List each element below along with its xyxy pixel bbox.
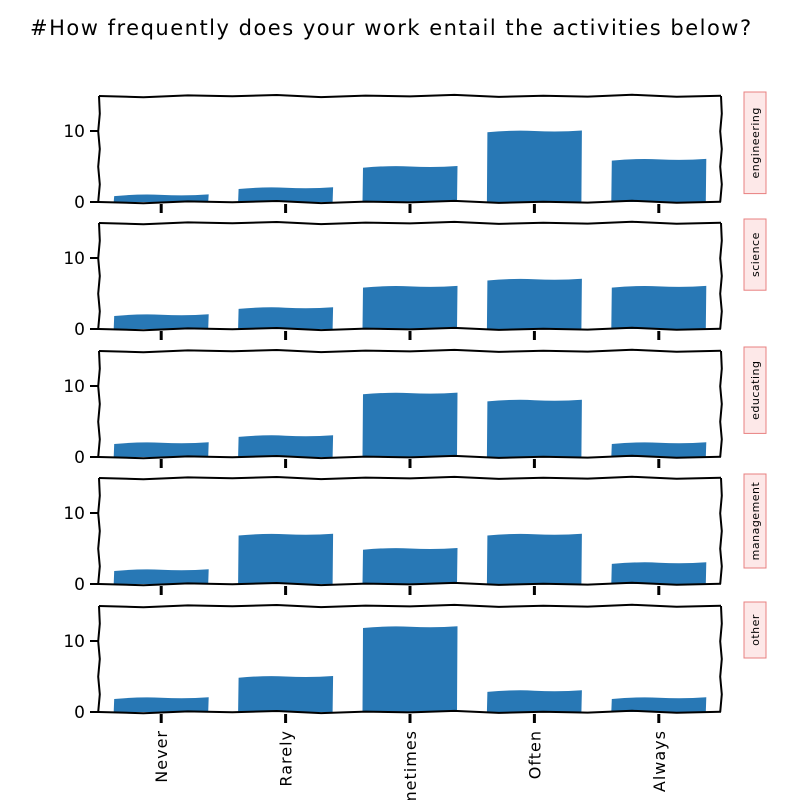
bar-science-sometimes [362, 285, 458, 329]
y-tick-label: 0 [74, 193, 85, 213]
x-tick-label-rarely: Rarely [277, 730, 296, 787]
bar-science-often [486, 278, 582, 329]
panel-right-border [719, 222, 723, 330]
facet-panel-science: 0 10 science [63, 218, 767, 340]
facet-label-management: management [749, 481, 762, 560]
panel-top-border [98, 348, 722, 354]
panel-left-border [97, 222, 101, 330]
facet-label-box [743, 346, 767, 434]
x-tick-label-sometimes: Sometimes [401, 730, 420, 800]
panel-left-border [97, 605, 101, 713]
facet-label-box [743, 218, 767, 291]
facet-label-other: other [749, 614, 762, 646]
bar-science-always [611, 285, 707, 329]
x-tick-label-always: Always [650, 730, 669, 792]
y-tick-label: 10 [63, 249, 85, 269]
bar-engineering-often [486, 130, 582, 202]
bar-science-never [113, 314, 209, 329]
bar-science-rarely [238, 307, 334, 329]
bar-engineering-sometimes [362, 166, 458, 202]
panel-right-border [719, 95, 723, 203]
panel-top-border [98, 603, 722, 609]
panel-bottom-border [98, 326, 722, 332]
y-tick-label: 0 [74, 320, 85, 340]
facet-panel-educating: 0 10 educating [63, 346, 767, 468]
bar-management-rarely [238, 533, 334, 584]
panel-bottom-border [98, 581, 722, 587]
bar-engineering-rarely [238, 187, 334, 202]
y-tick-label: 10 [63, 504, 85, 524]
bar-management-sometimes [362, 548, 458, 584]
bar-educating-never [113, 442, 209, 457]
bar-educating-sometimes [362, 392, 458, 457]
y-tick-label: 10 [63, 632, 85, 652]
bar-educating-rarely [238, 435, 334, 457]
facet-label-box [743, 601, 767, 659]
panel-bottom-border [98, 199, 722, 205]
bar-management-always [611, 562, 707, 584]
bar-management-never [113, 569, 209, 584]
panel-top-border [98, 220, 722, 226]
facet-panel-other: 0 10 other [63, 601, 767, 723]
panel-right-border [719, 350, 723, 458]
bar-other-never [113, 697, 209, 712]
facet-label-science: science [749, 232, 762, 277]
y-tick-label: 0 [74, 703, 85, 723]
chart-title: #How frequently does your work entail th… [30, 16, 753, 40]
bar-other-sometimes [362, 626, 458, 712]
panel-bottom-border [98, 709, 722, 715]
facet-label-educating: educating [749, 361, 762, 420]
panel-left-border [97, 477, 101, 585]
panel-right-border [719, 605, 723, 713]
bar-management-often [486, 533, 582, 584]
y-tick-label: 10 [63, 122, 85, 142]
y-tick-label: 0 [74, 575, 85, 595]
bar-other-always [611, 697, 707, 712]
panel-left-border [97, 95, 101, 203]
bar-engineering-never [113, 194, 209, 202]
facet-label-box [743, 473, 767, 569]
panel-top-border [98, 93, 722, 99]
x-tick-label-often: Often [525, 730, 544, 779]
panel-right-border [719, 477, 723, 585]
panel-top-border [98, 475, 722, 481]
facet-label-box [743, 91, 767, 195]
panel-left-border [97, 350, 101, 458]
bar-engineering-always [611, 158, 707, 202]
bar-educating-always [611, 442, 707, 457]
y-tick-label: 0 [74, 448, 85, 468]
facet-panels: 0 10 engineering 0 10 science 0 10 educating 0 10 m… [63, 91, 767, 800]
facet-label-engineering: engineering [749, 107, 762, 178]
x-tick-label-never: Never [152, 730, 171, 783]
y-tick-label: 10 [63, 377, 85, 397]
facet-panel-engineering: 0 10 engineering [63, 91, 767, 213]
bar-other-often [486, 690, 582, 712]
bar-other-rarely [238, 676, 334, 712]
facet-panel-management: 0 10 management [63, 473, 767, 595]
panel-bottom-border [98, 454, 722, 460]
bar-educating-often [486, 399, 582, 457]
